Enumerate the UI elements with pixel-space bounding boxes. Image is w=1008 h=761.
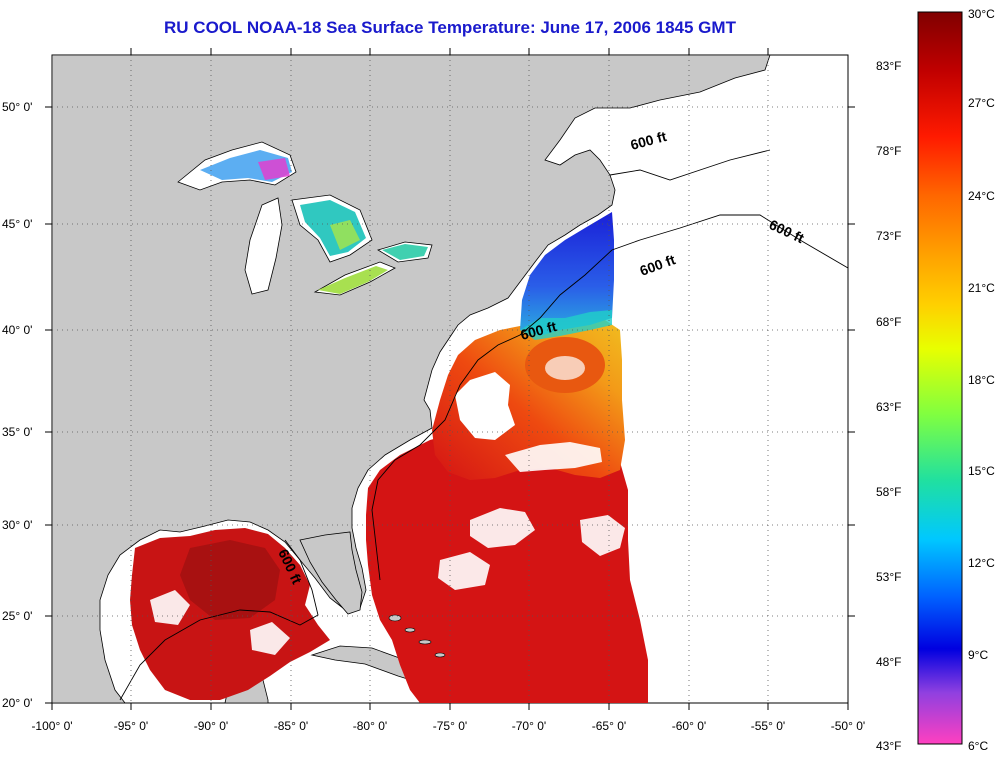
lon-label-85: -85° 0' <box>274 719 308 733</box>
isobath-gulf <box>119 539 319 701</box>
sst-subtropics <box>366 430 648 703</box>
lat-label-40: 40° 0' <box>2 323 32 337</box>
cloud-gulf-2 <box>250 622 290 655</box>
lon-label-100: -100° 0' <box>31 719 72 733</box>
lake-huron-sst-warm <box>330 220 360 250</box>
lake-superior-sst-cold <box>258 158 290 180</box>
land-north-america <box>52 55 771 703</box>
lake-erie-sst <box>318 266 388 294</box>
sst-gulf-dark <box>180 540 280 620</box>
frame-ticks <box>45 48 855 710</box>
lon-label-70: -70° 0' <box>512 719 546 733</box>
cloud-band-3 <box>580 515 625 556</box>
lon-label-60: -60° 0' <box>672 719 706 733</box>
cloud-band-1 <box>505 442 602 472</box>
lat-label-50: 50° 0' <box>2 100 32 114</box>
cloud-mid-atlantic <box>455 372 515 440</box>
lat-label-35: 35° 0' <box>2 425 32 439</box>
isobath-canada <box>611 214 848 269</box>
lon-label-75: -75° 0' <box>433 719 467 733</box>
lon-label-80: -80° 0' <box>353 719 387 733</box>
isobath-atlantic <box>371 249 613 581</box>
lat-label-20: 20° 0' <box>2 696 32 710</box>
lon-label-50: -50° 0' <box>831 719 865 733</box>
land-florida <box>299 531 363 615</box>
lat-label-45: 45° 0' <box>2 217 32 231</box>
sst-shelf-transition <box>520 310 612 340</box>
lat-label-25: 25° 0' <box>2 609 32 623</box>
cloud-band-2 <box>470 508 535 548</box>
cloud-gulf <box>150 590 190 625</box>
lake-ontario-sst <box>382 244 428 260</box>
lat-label-30: 30° 0' <box>2 518 32 532</box>
bahamas-islands <box>388 614 446 658</box>
lake-michigan <box>244 197 283 295</box>
lon-label-55: -55° 0' <box>751 719 785 733</box>
cloud-eddy-core <box>545 356 585 380</box>
lon-grid <box>130 55 769 703</box>
map-title: RU COOL NOAA-18 Sea Surface Temperature:… <box>164 18 736 37</box>
sst-gulf-of-maine <box>520 212 614 336</box>
cloud-south <box>438 552 490 590</box>
lon-label-90: -90° 0' <box>194 719 228 733</box>
lon-label-95: -95° 0' <box>114 719 148 733</box>
lon-label-65: -65° 0' <box>592 719 626 733</box>
isobath-scotian <box>609 149 771 181</box>
